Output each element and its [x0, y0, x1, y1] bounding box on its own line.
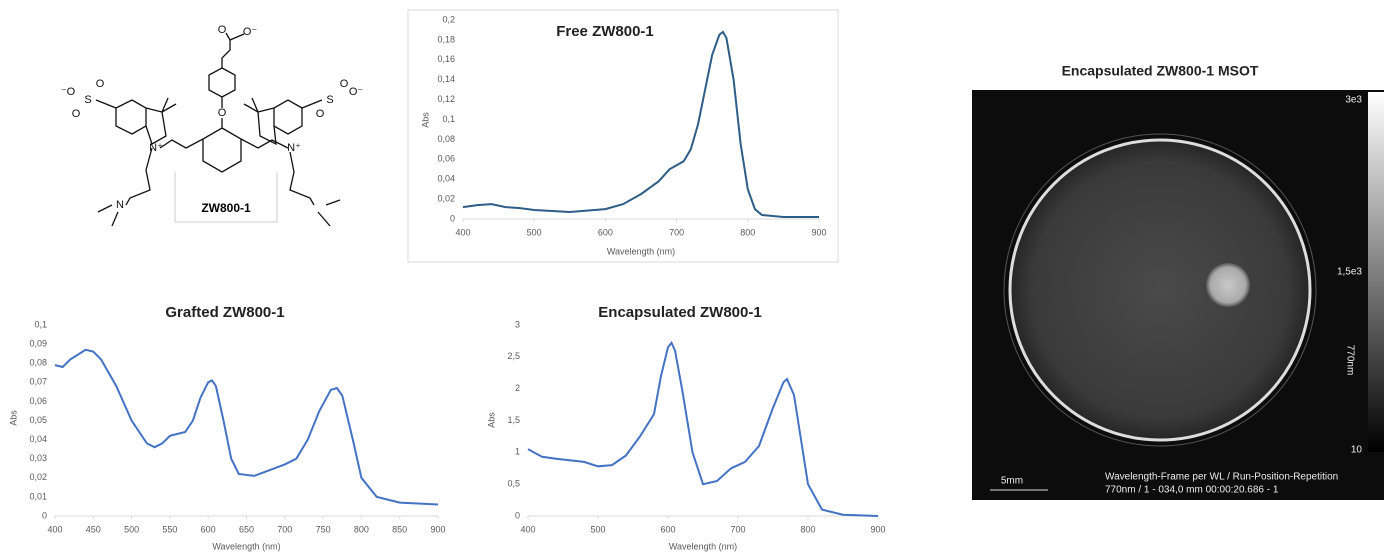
x-tick-label: 500 [590, 524, 605, 534]
y-tick-label: 0,03 [29, 453, 47, 463]
colorbar-title: 770nm [1344, 345, 1355, 376]
colorbar-label: 10 [1351, 445, 1363, 456]
chart-title: Encapsulated ZW800-1 [598, 304, 761, 321]
y-tick-label: 0,1 [442, 114, 455, 124]
atom-label: O [96, 78, 105, 90]
y-tick-label: 0 [515, 510, 520, 520]
y-tick-label: 2,5 [507, 351, 520, 361]
atom-label: O [218, 24, 227, 36]
x-tick-label: 400 [47, 524, 62, 534]
molecule-label: ZW800-1 [201, 201, 251, 215]
y-tick-label: 0 [42, 510, 47, 520]
x-tick-label: 750 [316, 524, 331, 534]
x-tick-label: 500 [527, 227, 542, 237]
x-tick-label: 550 [162, 524, 177, 534]
data-line [462, 30, 819, 218]
atom-label: N⁺ [149, 142, 163, 154]
atom-label: O⁻ [243, 26, 258, 38]
colorbar-label: 3e3 [1345, 95, 1362, 106]
y-tick-label: 0,04 [437, 174, 455, 184]
x-tick-label: 850 [392, 524, 407, 534]
y-tick-label: 0,07 [29, 377, 47, 387]
y-tick-label: 0 [450, 213, 455, 223]
msot-image [972, 90, 1384, 500]
y-tick-label: 0,09 [29, 338, 47, 348]
y-axis-label: Abs [8, 410, 18, 426]
y-tick-label: 0,12 [437, 94, 455, 104]
atom-label: O⁻ [349, 86, 364, 98]
x-axis-label: Wavelength (nm) [212, 541, 280, 551]
x-tick-label: 900 [870, 524, 885, 534]
msot-info: Wavelength-Frame per WL / Run-Position-R… [1105, 472, 1338, 483]
msot-info: 770nm / 1 - 034,0 mm 00:00:20.686 - 1 [1105, 485, 1279, 496]
x-tick-label: 400 [520, 524, 535, 534]
chart-title: Free ZW800-1 [556, 23, 654, 40]
x-tick-label: 600 [598, 227, 613, 237]
y-tick-label: 0,2 [442, 14, 455, 24]
molecule [95, 32, 341, 227]
y-tick-label: 1,5 [507, 415, 520, 425]
x-tick-label: 450 [86, 524, 101, 534]
atom-label: S [326, 94, 333, 106]
y-tick-label: 0,1 [34, 319, 47, 329]
y-tick-label: 0,01 [29, 491, 47, 501]
y-tick-label: 3 [515, 319, 520, 329]
data-line [54, 348, 439, 506]
y-tick-label: 0,16 [437, 54, 455, 64]
atom-label: O [218, 107, 227, 119]
y-axis-label: Abs [486, 412, 496, 428]
y-tick-label: 0,02 [437, 193, 455, 203]
x-tick-label: 800 [354, 524, 369, 534]
x-tick-label: 500 [124, 524, 139, 534]
data-line [527, 340, 879, 517]
x-tick-label: 400 [455, 227, 470, 237]
x-tick-label: 600 [201, 524, 216, 534]
atom-label: O [340, 78, 349, 90]
y-tick-label: 0,08 [437, 134, 455, 144]
y-tick-label: 0,02 [29, 472, 47, 482]
atom-label: ⁻O [61, 86, 76, 98]
y-tick-label: 0,05 [29, 415, 47, 425]
y-tick-label: 1 [515, 447, 520, 457]
y-tick-label: 0,04 [29, 434, 47, 444]
x-tick-label: 700 [730, 524, 745, 534]
y-tick-label: 2 [515, 383, 520, 393]
y-tick-label: 0,06 [29, 396, 47, 406]
chart-title: Grafted ZW800-1 [165, 304, 284, 321]
y-tick-label: 0,06 [437, 154, 455, 164]
x-tick-label: 800 [800, 524, 815, 534]
y-axis-label: Abs [420, 112, 430, 128]
atom-label: O [72, 108, 81, 120]
atom-label: N [116, 199, 124, 211]
colorbar-label: 1,5e3 [1337, 267, 1362, 278]
y-tick-label: 0,18 [437, 34, 455, 44]
atom-label: S [84, 94, 91, 106]
atom-label: O [316, 108, 325, 120]
y-tick-label: 0,14 [437, 74, 455, 84]
y-tick-label: 0,08 [29, 358, 47, 368]
chart-frame [407, 9, 839, 263]
y-tick-label: 0,5 [507, 479, 520, 489]
scale-bar-label: 5mm [1001, 476, 1023, 487]
atom-label: N⁺ [287, 142, 301, 154]
x-tick-label: 600 [660, 524, 675, 534]
x-tick-label: 900 [430, 524, 445, 534]
x-tick-label: 700 [669, 227, 684, 237]
x-tick-label: 900 [811, 227, 826, 237]
x-axis-label: Wavelength (nm) [669, 541, 737, 551]
x-tick-label: 650 [239, 524, 254, 534]
x-tick-label: 700 [277, 524, 292, 534]
x-axis-label: Wavelength (nm) [607, 246, 675, 256]
msot-title: Encapsulated ZW800-1 MSOT [1062, 63, 1259, 79]
x-tick-label: 800 [740, 227, 755, 237]
